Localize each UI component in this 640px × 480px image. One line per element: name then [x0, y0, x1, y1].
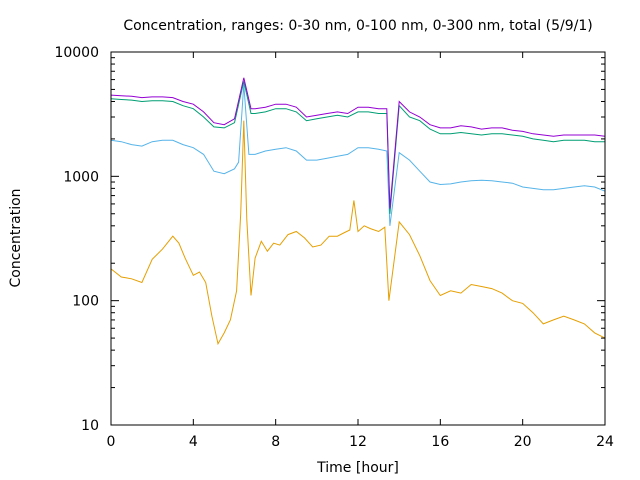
series-line-3: [110, 81, 605, 214]
x-tick-label: 16: [431, 434, 449, 450]
x-tick-label: 24: [596, 434, 614, 450]
y-tick-label: 100: [72, 294, 99, 310]
y-tick-label: 10: [81, 418, 99, 434]
x-tick-label: 8: [271, 434, 280, 450]
series-line-4: [110, 77, 606, 209]
y-axis-label: Concentration: [8, 188, 24, 287]
y-tick-label: 10000: [54, 45, 99, 61]
x-tick-label: 0: [107, 434, 116, 450]
plot-frame: [110, 51, 606, 426]
axis-ticks: 0 4 8 12 16 20 24 10 100 1000 10000: [54, 45, 614, 450]
chart-title: Concentration, ranges: 0-30 nm, 0-100 nm…: [123, 18, 592, 34]
x-tick-label: 4: [189, 434, 198, 450]
y-tick-label: 1000: [63, 169, 99, 185]
series-line-2: [110, 84, 606, 226]
x-tick-label: 20: [514, 434, 532, 450]
x-tick-label: 12: [349, 434, 367, 450]
plot-area: 0 4 8 12 16 20 24 10 100 1000 10000: [54, 45, 614, 450]
series-group: [110, 77, 606, 346]
x-axis-label: Time [hour]: [316, 460, 399, 476]
series-line-1: [110, 120, 606, 346]
